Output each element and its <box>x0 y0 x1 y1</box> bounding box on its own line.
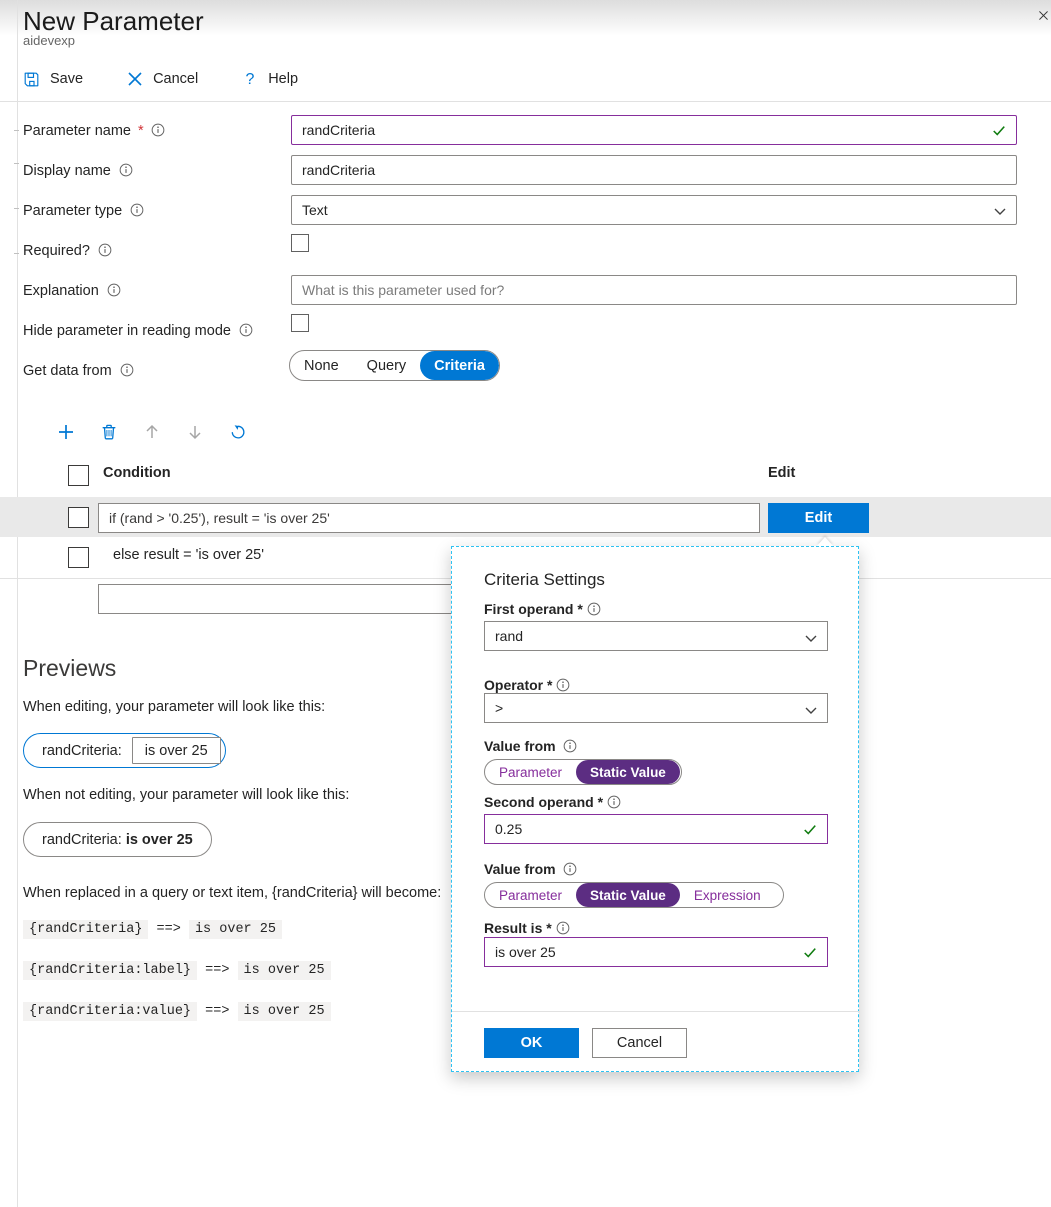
svg-text:?: ? <box>246 71 255 88</box>
